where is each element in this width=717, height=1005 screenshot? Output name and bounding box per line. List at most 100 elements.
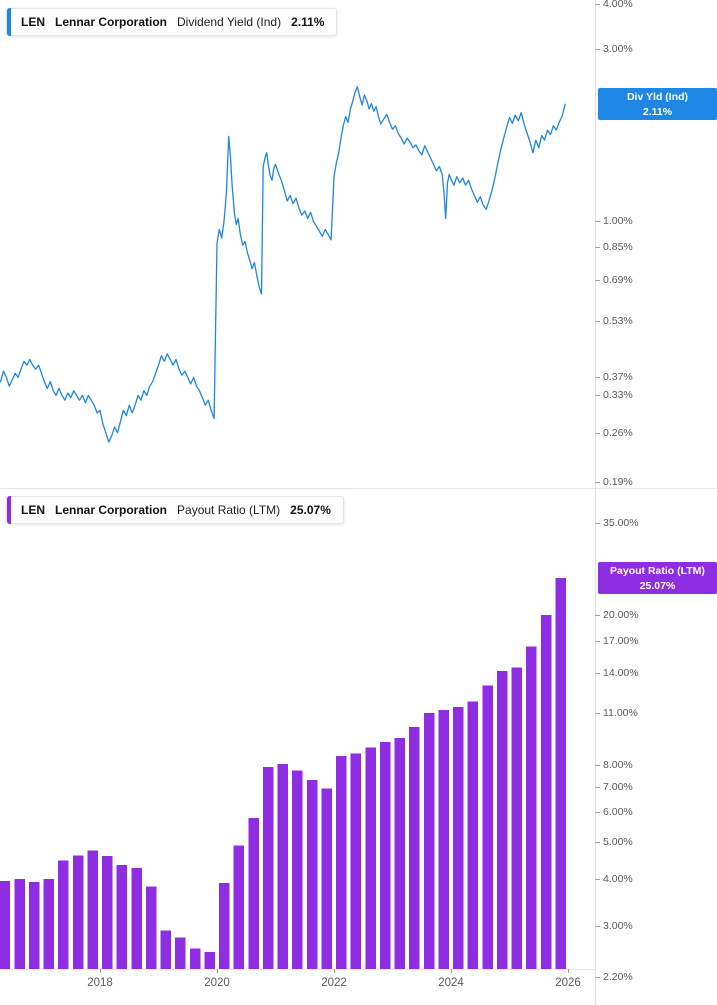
y-axis-tick-label: 0.19% [603, 476, 633, 488]
payout-ratio-bar[interactable] [175, 937, 186, 969]
y-axis-tick-label: 0.69% [603, 273, 633, 286]
dividend-yield-line[interactable] [0, 86, 566, 443]
payout-ratio-bar[interactable] [409, 726, 420, 969]
payout-ratio-bar[interactable] [394, 737, 406, 969]
payout-ratio-bar[interactable] [540, 614, 552, 969]
y-axis-tick-label: 5.00% [603, 836, 633, 849]
y-axis-tick-label: 0.37% [603, 371, 633, 384]
payout-ratio-bar[interactable] [526, 646, 537, 969]
y-axis-tick-mark [595, 482, 600, 483]
y-axis-tick-mark [595, 765, 600, 767]
payout-ratio-bar[interactable] [14, 878, 25, 969]
y-axis-tick-mark [595, 787, 600, 789]
ticker-label: LEN [21, 503, 45, 517]
payout-ratio-bar[interactable] [204, 952, 215, 969]
y-axis-tick-label: 0.33% [603, 389, 633, 402]
payout-ratio-bar[interactable] [379, 742, 391, 969]
payout-ratio-bar[interactable] [306, 780, 318, 969]
y-axis-tick-mark [595, 49, 600, 51]
badge-metric-label: Payout Ratio (LTM) [610, 564, 705, 577]
x-axis-tick-mark [217, 969, 218, 973]
badge-metric-label: Div Yld (Ind) [626, 91, 689, 104]
y-axis-tick-label: 0.85% [603, 240, 633, 253]
payout-ratio-bar[interactable] [102, 856, 113, 969]
y-axis-tick-mark [595, 221, 600, 223]
payout-ratio-bar[interactable] [438, 710, 449, 969]
y-axis-tick-label: 17.00% [603, 635, 639, 648]
y-axis-tick-label: 6.00% [603, 806, 633, 819]
payout-ratio-bar[interactable] [336, 756, 347, 969]
payout-ratio-bar[interactable] [321, 788, 332, 969]
payout-ratio-bar[interactable] [482, 685, 493, 970]
x-axis-tick-mark [100, 969, 101, 973]
payout-ratio-bar[interactable] [189, 948, 201, 969]
y-axis-tick-label: 11.00% [603, 706, 638, 719]
y-axis-tick-label: 14.00% [603, 667, 639, 680]
payout-ratio-bar[interactable] [467, 701, 479, 969]
y-axis-tick-mark [595, 641, 600, 643]
y-axis-tick-label: 0.26% [603, 426, 633, 439]
payout-ratio-bar[interactable] [58, 860, 69, 969]
payout-ratio-bar[interactable] [453, 707, 464, 969]
x-axis-year-label: 2026 [555, 977, 581, 989]
company-name-label: Lennar Corporation [55, 15, 168, 29]
payout-ratio-bar[interactable] [511, 667, 523, 969]
payout-ratio-bar[interactable] [160, 930, 172, 970]
dividend-yield-legend[interactable]: LEN Lennar Corporation Dividend Yield (I… [6, 8, 338, 36]
y-axis-tick-label: 20.00% [603, 608, 639, 621]
y-axis-tick-mark [595, 712, 600, 714]
x-axis-baseline [0, 969, 595, 970]
payout-ratio-bar[interactable] [496, 671, 508, 969]
payout-ratio-bar[interactable] [248, 817, 259, 969]
payout-ratio-bar[interactable] [43, 878, 55, 969]
payout-ratio-bar[interactable] [28, 882, 40, 969]
y-axis-tick-label: 3.00% [603, 920, 633, 933]
y-axis-tick-mark [595, 614, 600, 616]
y-axis-tick-label: 7.00% [603, 781, 633, 794]
x-axis-year-label: 2020 [204, 977, 230, 989]
y-axis-tick-label: 0.53% [603, 315, 633, 328]
payout-ratio-bar[interactable] [423, 712, 435, 969]
metric-value-label: 25.07% [290, 503, 331, 517]
metric-value-label: 2.11% [291, 15, 325, 29]
y-axis-tick-label: 3.00% [603, 43, 633, 56]
payout-ratio-bar[interactable] [350, 753, 362, 969]
payout-ratio-bar[interactable] [555, 577, 566, 969]
payout-ratio-bar[interactable] [219, 883, 230, 969]
y-axis-tick-label: 8.00% [603, 759, 633, 772]
payout-ratio-bar[interactable] [365, 747, 376, 969]
dividend-yield-plot[interactable] [0, 0, 717, 489]
payout-ratio-bar[interactable] [292, 770, 303, 969]
payout-ratio-bar[interactable] [116, 865, 128, 969]
payout-ratio-bar[interactable] [87, 850, 98, 969]
div-yld-last-value-badge: Div Yld (Ind) 2.11% [598, 88, 717, 121]
x-axis-tick-mark [451, 969, 452, 973]
payout-ratio-bar[interactable] [277, 764, 289, 969]
metric-name-label: Dividend Yield (Ind) [177, 15, 282, 29]
ticker-label: LEN [21, 15, 45, 29]
y-axis-tick-mark [595, 246, 600, 248]
x-axis-year-label: 2022 [321, 977, 347, 989]
payout-ratio-legend[interactable]: LEN Lennar Corporation Payout Ratio (LTM… [6, 496, 344, 524]
dividend-yield-panel: LEN Lennar Corporation Dividend Yield (I… [0, 0, 717, 489]
x-axis-year-label: 2018 [87, 977, 113, 989]
x-axis-year-label: 2024 [438, 977, 464, 989]
series-color-stripe [7, 8, 11, 36]
payout-ratio-bar[interactable] [131, 867, 142, 969]
payout-ratio-bar[interactable] [0, 881, 11, 969]
payout-ratio-bar[interactable] [233, 845, 245, 969]
payout-ratio-bar[interactable] [72, 855, 84, 969]
series-color-stripe [7, 496, 11, 524]
payout-ratio-plot[interactable] [0, 489, 717, 1005]
y-axis-tick-mark [595, 878, 600, 880]
payout-ratio-last-value-badge: Payout Ratio (LTM) 25.07% [598, 561, 717, 594]
y-axis-tick-mark [595, 926, 600, 928]
payout-ratio-bar[interactable] [145, 886, 157, 970]
y-axis-tick-mark [595, 279, 600, 281]
x-axis-tick-mark [568, 969, 569, 973]
payout-ratio-bar[interactable] [262, 767, 274, 969]
y-axis-tick-label: 4.00% [603, 0, 633, 10]
badge-value-label: 2.11% [642, 106, 673, 119]
y-axis-tick-mark [595, 523, 600, 524]
